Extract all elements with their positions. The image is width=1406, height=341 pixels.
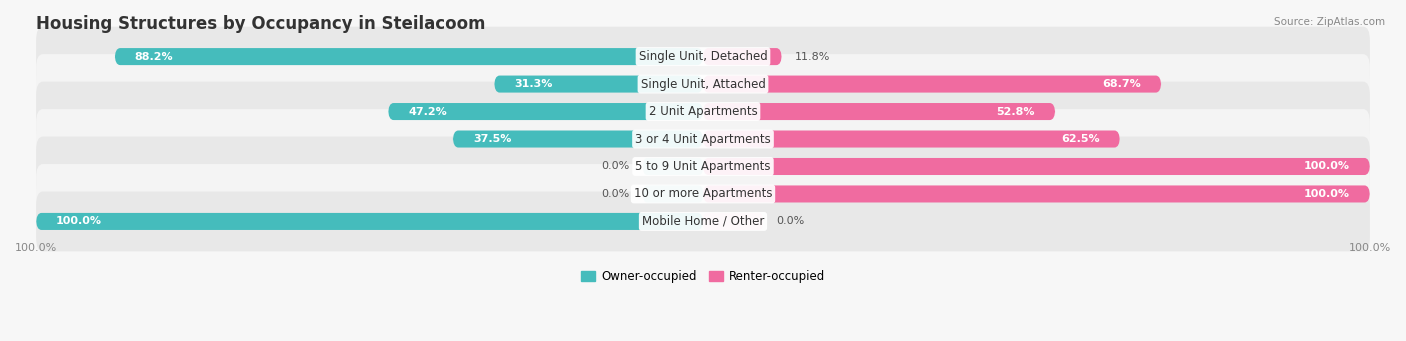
Text: 88.2%: 88.2% bbox=[135, 51, 173, 62]
FancyBboxPatch shape bbox=[703, 158, 1369, 175]
Text: 52.8%: 52.8% bbox=[997, 106, 1035, 117]
Text: Source: ZipAtlas.com: Source: ZipAtlas.com bbox=[1274, 17, 1385, 27]
Text: 100.0%: 100.0% bbox=[56, 217, 103, 226]
FancyBboxPatch shape bbox=[37, 54, 1369, 114]
Text: 2 Unit Apartments: 2 Unit Apartments bbox=[648, 105, 758, 118]
FancyBboxPatch shape bbox=[495, 76, 703, 93]
FancyBboxPatch shape bbox=[643, 186, 703, 203]
FancyBboxPatch shape bbox=[115, 48, 703, 65]
Text: 10 or more Apartments: 10 or more Apartments bbox=[634, 188, 772, 201]
FancyBboxPatch shape bbox=[703, 103, 1054, 120]
FancyBboxPatch shape bbox=[388, 103, 703, 120]
Text: 62.5%: 62.5% bbox=[1062, 134, 1099, 144]
FancyBboxPatch shape bbox=[37, 192, 1369, 251]
FancyBboxPatch shape bbox=[37, 27, 1369, 87]
Text: 0.0%: 0.0% bbox=[776, 217, 804, 226]
Text: Single Unit, Detached: Single Unit, Detached bbox=[638, 50, 768, 63]
FancyBboxPatch shape bbox=[703, 213, 763, 230]
FancyBboxPatch shape bbox=[643, 158, 703, 175]
FancyBboxPatch shape bbox=[37, 213, 703, 230]
FancyBboxPatch shape bbox=[37, 109, 1369, 169]
Text: 100.0%: 100.0% bbox=[1303, 162, 1350, 172]
FancyBboxPatch shape bbox=[37, 164, 1369, 224]
FancyBboxPatch shape bbox=[703, 76, 1161, 93]
Text: 0.0%: 0.0% bbox=[602, 189, 630, 199]
Text: 11.8%: 11.8% bbox=[794, 51, 831, 62]
Text: Mobile Home / Other: Mobile Home / Other bbox=[641, 215, 765, 228]
FancyBboxPatch shape bbox=[453, 131, 703, 148]
FancyBboxPatch shape bbox=[37, 137, 1369, 196]
Legend: Owner-occupied, Renter-occupied: Owner-occupied, Renter-occupied bbox=[576, 265, 830, 287]
Text: 68.7%: 68.7% bbox=[1102, 79, 1142, 89]
Text: Housing Structures by Occupancy in Steilacoom: Housing Structures by Occupancy in Steil… bbox=[37, 15, 485, 33]
FancyBboxPatch shape bbox=[703, 131, 1119, 148]
Text: 31.3%: 31.3% bbox=[515, 79, 553, 89]
FancyBboxPatch shape bbox=[703, 186, 1369, 203]
FancyBboxPatch shape bbox=[37, 81, 1369, 142]
Text: 100.0%: 100.0% bbox=[1303, 189, 1350, 199]
Text: 5 to 9 Unit Apartments: 5 to 9 Unit Apartments bbox=[636, 160, 770, 173]
Text: 37.5%: 37.5% bbox=[472, 134, 512, 144]
Text: 0.0%: 0.0% bbox=[602, 162, 630, 172]
Text: Single Unit, Attached: Single Unit, Attached bbox=[641, 77, 765, 91]
Text: 3 or 4 Unit Apartments: 3 or 4 Unit Apartments bbox=[636, 133, 770, 146]
FancyBboxPatch shape bbox=[703, 48, 782, 65]
Text: 47.2%: 47.2% bbox=[408, 106, 447, 117]
